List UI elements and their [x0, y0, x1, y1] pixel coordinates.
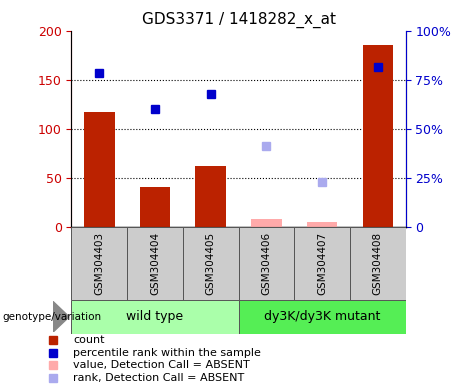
Bar: [350, 227, 406, 300]
Bar: [71, 300, 239, 334]
Bar: [195, 166, 226, 227]
Text: GSM304404: GSM304404: [150, 232, 160, 295]
Text: rank, Detection Call = ABSENT: rank, Detection Call = ABSENT: [73, 373, 244, 383]
Bar: [362, 45, 393, 227]
Text: GSM304407: GSM304407: [317, 232, 327, 295]
Bar: [140, 187, 170, 227]
Text: GSM304406: GSM304406: [261, 232, 272, 295]
Text: GSM304405: GSM304405: [206, 232, 216, 295]
Polygon shape: [53, 301, 69, 332]
Text: dy3K/dy3K mutant: dy3K/dy3K mutant: [264, 310, 380, 323]
Text: GSM304408: GSM304408: [373, 232, 383, 295]
Text: count: count: [73, 335, 105, 345]
Bar: [294, 227, 350, 300]
Bar: [307, 222, 337, 227]
Title: GDS3371 / 1418282_x_at: GDS3371 / 1418282_x_at: [142, 12, 336, 28]
Text: percentile rank within the sample: percentile rank within the sample: [73, 348, 261, 358]
Bar: [84, 112, 115, 227]
Bar: [238, 227, 294, 300]
Text: genotype/variation: genotype/variation: [2, 312, 101, 322]
Bar: [251, 219, 282, 227]
Bar: [238, 300, 406, 334]
Bar: [71, 227, 127, 300]
Text: GSM304403: GSM304403: [95, 232, 104, 295]
Text: wild type: wild type: [126, 310, 183, 323]
Bar: [183, 227, 238, 300]
Text: value, Detection Call = ABSENT: value, Detection Call = ABSENT: [73, 360, 250, 370]
Bar: [127, 227, 183, 300]
